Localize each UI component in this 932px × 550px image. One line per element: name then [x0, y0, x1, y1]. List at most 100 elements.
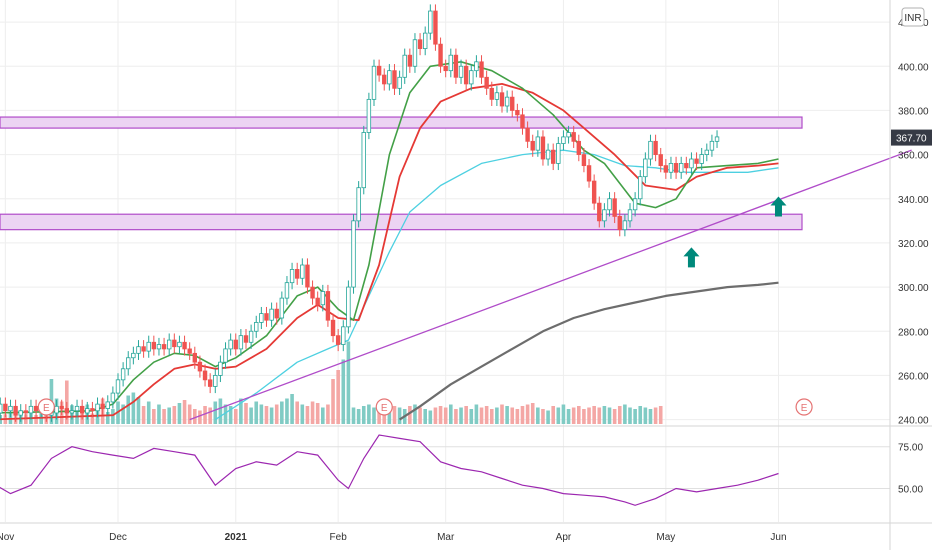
candle-body [581, 154, 587, 167]
volume-bar [479, 407, 484, 424]
candle-body [207, 379, 213, 387]
volume-bar [648, 409, 653, 424]
candle-body [115, 379, 121, 394]
candle-body [402, 54, 407, 78]
candle-body [376, 65, 382, 76]
currency-badge[interactable]: INR [901, 7, 925, 27]
time-axis: Nov Dec 2021 Feb Mar Apr May Jun [0, 532, 787, 543]
volume-bar [233, 409, 238, 424]
time-tick-7: Jun [770, 532, 786, 543]
candle-body [95, 403, 100, 412]
volume-bar [474, 404, 479, 424]
volume-bar [280, 401, 284, 424]
candle-body [310, 286, 315, 299]
candle-body [453, 54, 459, 78]
volume-bar [146, 401, 151, 424]
candle-body [422, 32, 428, 49]
ma-long-line [399, 281, 779, 421]
volume-bar [423, 409, 427, 424]
volume-bar [187, 404, 192, 424]
candle-body [8, 405, 13, 412]
volume-bar [387, 404, 392, 424]
price-tick-300: 300.00 [898, 283, 929, 294]
candle-body [392, 70, 397, 89]
earnings-marker-0: E [37, 398, 55, 416]
volume-bar [643, 407, 648, 424]
volume-bar [571, 407, 576, 424]
earnings-marker-circle [37, 398, 55, 416]
ma-mid-line [0, 83, 779, 421]
candle-body [638, 176, 643, 200]
volume-bar [105, 412, 110, 424]
candle-body [161, 344, 167, 350]
volume-bar [367, 404, 371, 424]
candle-body [704, 149, 709, 155]
candle-body [233, 339, 238, 350]
candle-body [699, 154, 704, 164]
candle-body [407, 54, 413, 67]
candle-body [448, 54, 453, 72]
candle-body [223, 348, 228, 363]
volume-bar [623, 404, 627, 424]
candle-body [387, 70, 392, 85]
candle-body [412, 39, 418, 67]
price-axis: 240.00 260.00 280.00 300.00 320.00 340.00 360.… [889, 0, 929, 550]
candle-body [679, 163, 684, 173]
volume-bar [592, 406, 596, 424]
candle-body [243, 335, 249, 343]
price-tick-340: 340.00 [898, 195, 929, 206]
candle-body [417, 39, 423, 49]
candle-body [622, 220, 628, 231]
volume-bar [638, 406, 643, 424]
volume-bar [602, 406, 607, 424]
volume-bar [372, 407, 376, 424]
volume-bar [341, 359, 346, 424]
candle-body [110, 392, 116, 403]
candle-body [510, 96, 515, 111]
candle-body [325, 291, 331, 321]
candle-body [284, 282, 290, 299]
volume-bar [310, 401, 315, 424]
volume-bar [157, 404, 161, 424]
price-tick-360: 360.00 [898, 151, 929, 162]
ma-fast-line [0, 61, 779, 414]
volume-bar [351, 407, 356, 424]
price-tick-240: 240.00 [898, 416, 929, 427]
candle-body [166, 339, 172, 350]
candle-body [346, 286, 351, 328]
candle-body [602, 209, 607, 222]
candle-body [361, 132, 366, 189]
moving-averages [0, 61, 779, 421]
rsi-line [0, 434, 779, 506]
candle-body [489, 87, 494, 100]
volume-bar [193, 409, 197, 424]
candle-body [79, 405, 85, 414]
candle-body [540, 136, 546, 160]
candle-body [192, 352, 197, 363]
volume-bar [34, 415, 38, 424]
candle-body [566, 132, 571, 138]
volume-bar [315, 403, 320, 424]
volume-bar [408, 406, 412, 424]
grid-lines [0, 0, 890, 522]
price-tick-320: 320.00 [898, 239, 929, 250]
volume-bar [290, 394, 294, 424]
volume-bar [438, 406, 443, 424]
earnings-marker-label: E [801, 403, 808, 414]
candle-body [202, 370, 208, 381]
volume-bar [177, 403, 182, 424]
volume-bar [582, 409, 586, 424]
volume-bar [264, 406, 269, 424]
candle-body [264, 313, 269, 321]
candle-body [59, 405, 64, 409]
ma-slow-line [214, 149, 779, 421]
candle-body [658, 154, 663, 167]
volume-bar [218, 398, 223, 424]
volume-bar [141, 406, 146, 424]
candle-body [648, 140, 653, 160]
candle-body [335, 335, 341, 345]
candle-body [653, 140, 658, 155]
